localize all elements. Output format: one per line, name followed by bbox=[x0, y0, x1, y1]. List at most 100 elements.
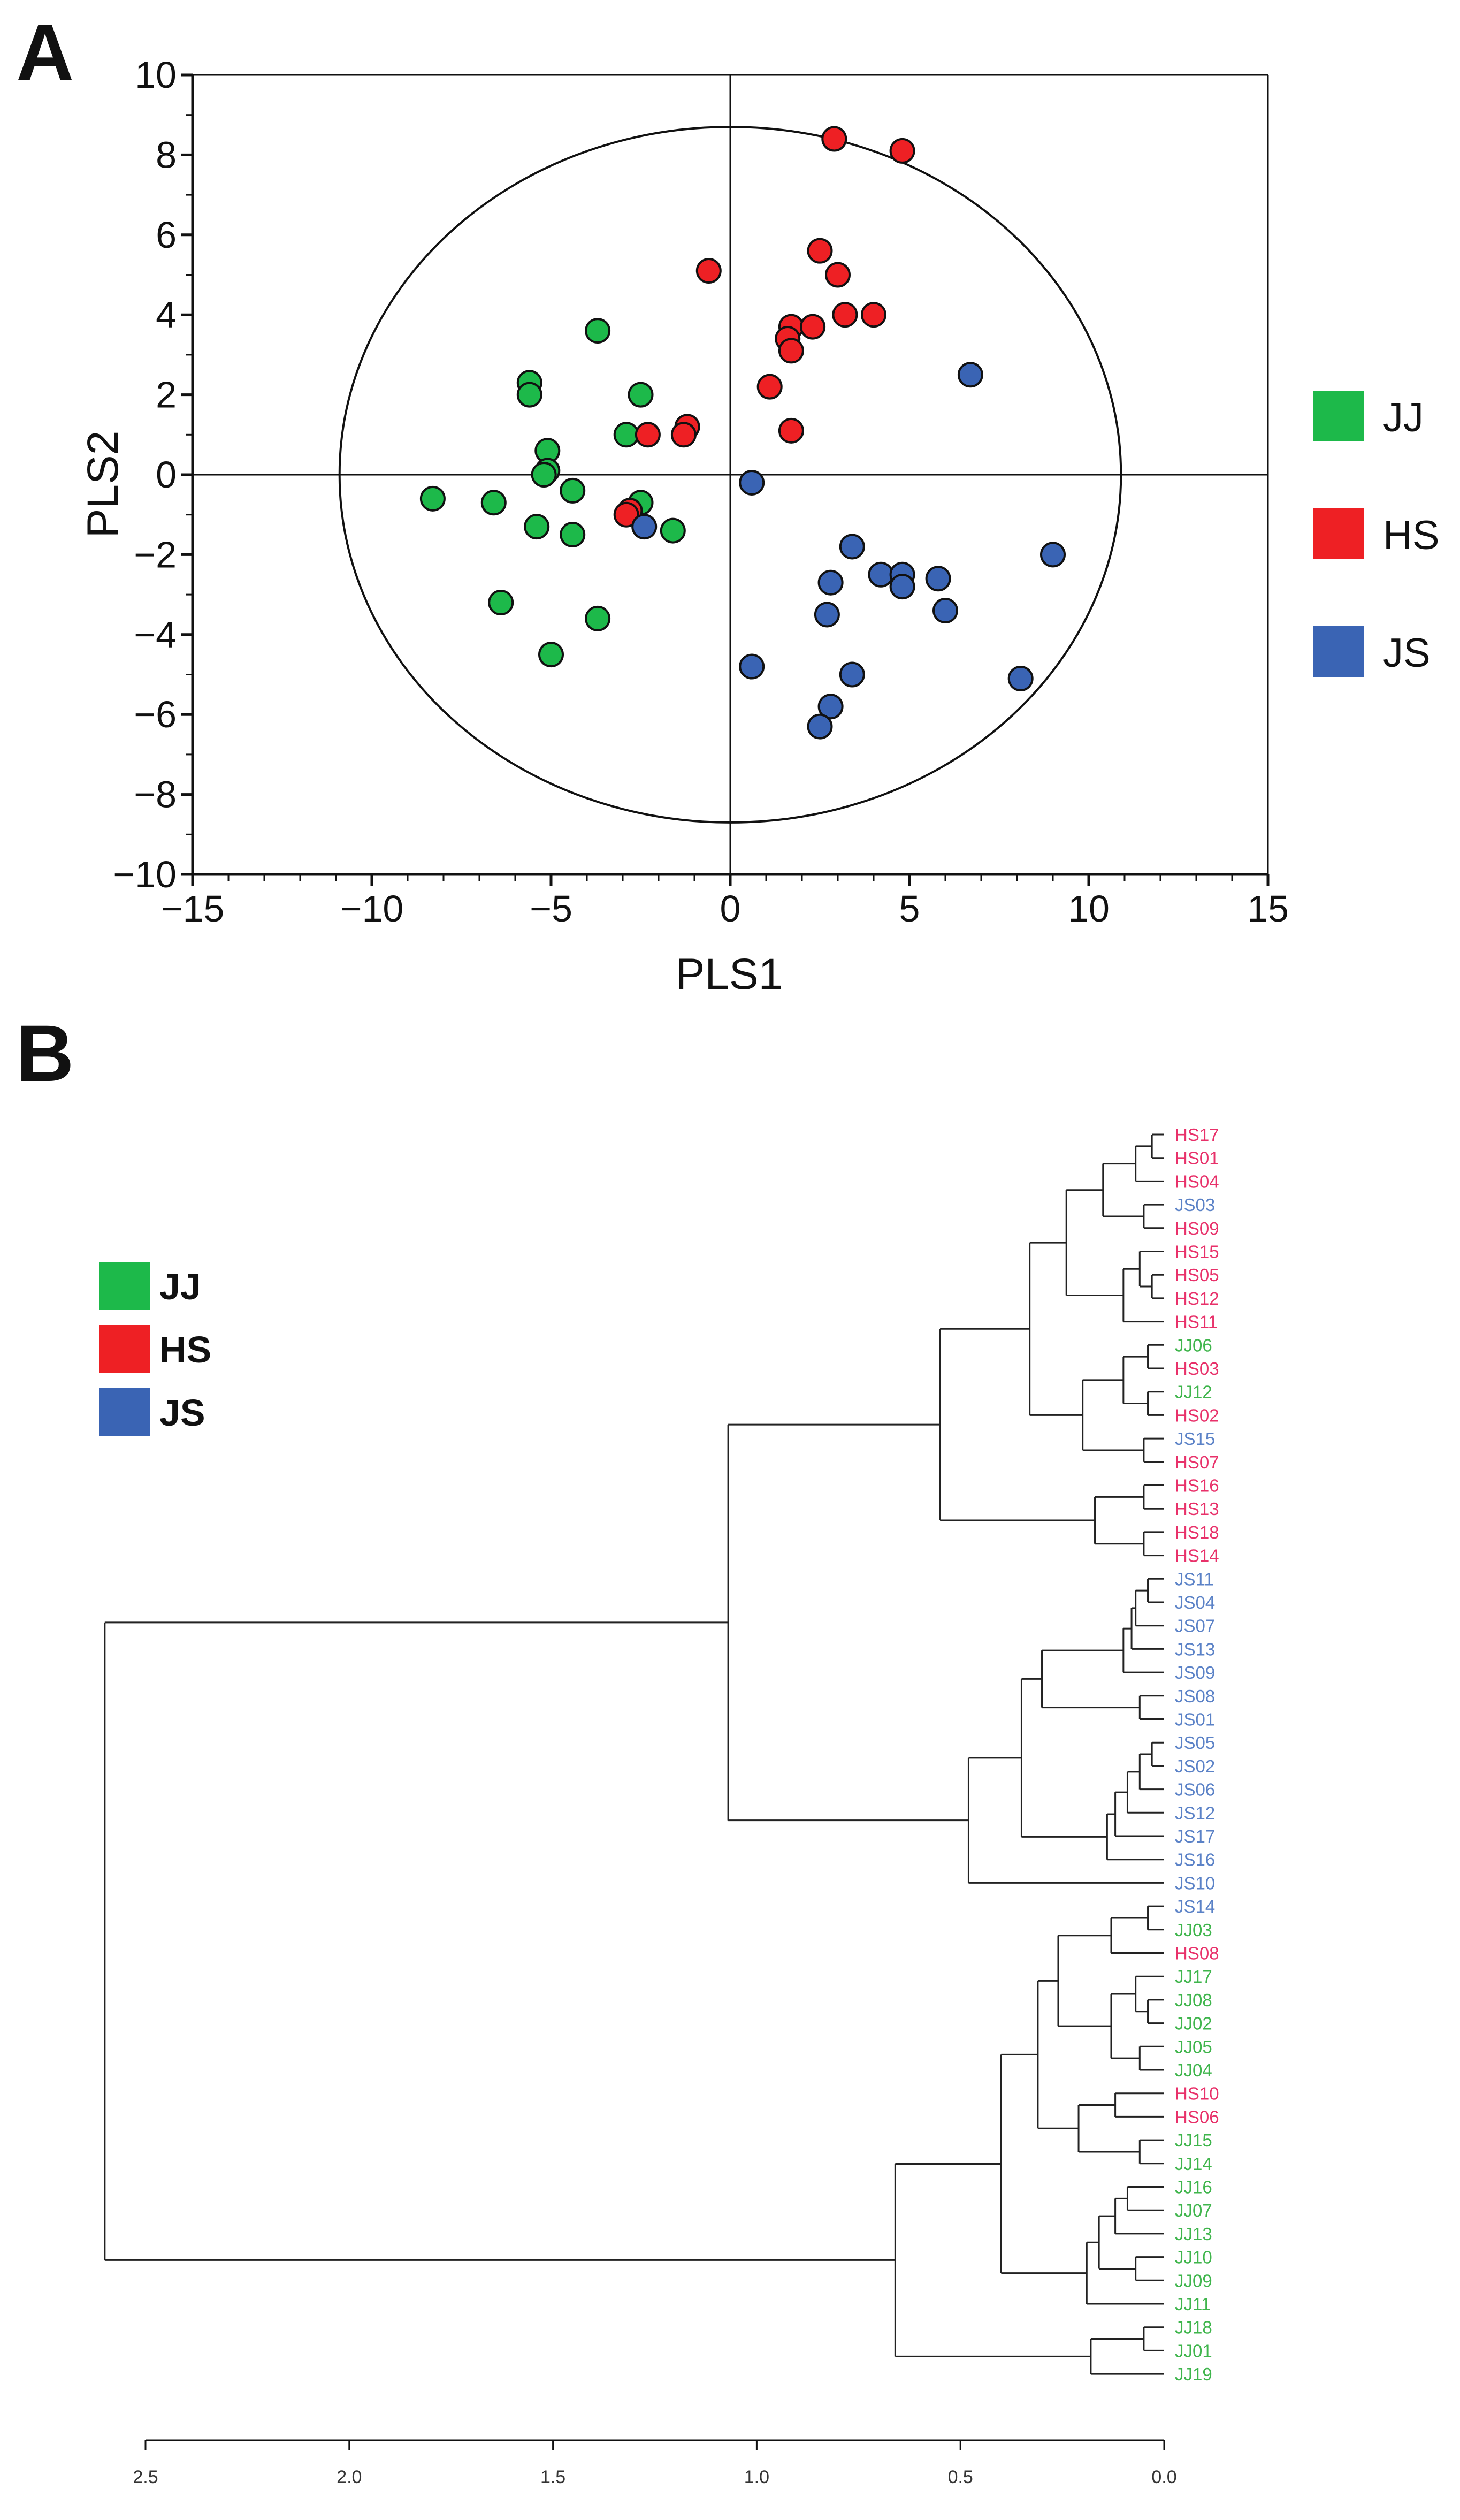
leaf-label: JS03 bbox=[1175, 1195, 1215, 1215]
leaf-label: JS11 bbox=[1175, 1569, 1214, 1589]
scatter-point-jj bbox=[524, 514, 550, 540]
leaf-label: HS08 bbox=[1175, 1944, 1219, 1963]
leaf-label: HS15 bbox=[1175, 1242, 1219, 1262]
scatter-point-js bbox=[932, 597, 958, 623]
leaf-label: HS13 bbox=[1175, 1499, 1219, 1519]
legend-label-js: JS bbox=[1383, 630, 1431, 676]
dendrogram-tick-label: 2.0 bbox=[337, 2467, 362, 2487]
scatter-point-jj bbox=[560, 477, 586, 504]
y-axis-label: PLS2 bbox=[79, 431, 127, 538]
leaf-label: HS06 bbox=[1175, 2107, 1219, 2127]
legend-label-hs: HS bbox=[159, 1329, 211, 1371]
scatter-point-hs bbox=[778, 417, 804, 444]
leaf-label: HS18 bbox=[1175, 1522, 1219, 1542]
dendrogram-tick-label: 1.0 bbox=[744, 2467, 769, 2487]
dendrogram-tick-label: 1.5 bbox=[540, 2467, 565, 2487]
scatter-point-jj bbox=[531, 462, 557, 488]
scatter-point-hs bbox=[832, 302, 858, 328]
y-tick-label: 8 bbox=[156, 134, 177, 176]
scatter-point-hs bbox=[861, 302, 886, 328]
scatter-point-hs bbox=[635, 422, 661, 448]
x-tick-label: −10 bbox=[340, 888, 404, 930]
leaf-label: HS02 bbox=[1175, 1405, 1219, 1425]
leaf-label: JJ15 bbox=[1175, 2130, 1212, 2150]
leaf-label: JJ01 bbox=[1175, 2341, 1212, 2361]
scatter-point-js bbox=[739, 469, 765, 496]
leaf-label: JS04 bbox=[1175, 1593, 1215, 1612]
legend-label-jj: JJ bbox=[159, 1266, 201, 1307]
leaf-label: HS09 bbox=[1175, 1219, 1219, 1238]
leaf-label: JJ06 bbox=[1175, 1335, 1212, 1355]
scatter-point-hs bbox=[670, 422, 697, 448]
scatter-point-js bbox=[1007, 665, 1034, 691]
scatter-point-jj bbox=[628, 382, 654, 408]
scatter-point-jj bbox=[419, 485, 446, 512]
scatter-point-js bbox=[889, 574, 915, 600]
scatter-point-hs bbox=[800, 314, 826, 340]
scatter-point-js bbox=[1040, 542, 1066, 568]
leaf-label: JJ04 bbox=[1175, 2060, 1212, 2080]
scatter-point-js bbox=[868, 561, 894, 588]
leaf-label: JJ13 bbox=[1175, 2224, 1212, 2244]
scatter-point-js bbox=[817, 569, 844, 596]
scatter-point-hs bbox=[613, 501, 639, 528]
leaf-label: HS05 bbox=[1175, 1265, 1219, 1285]
leaf-label: JJ14 bbox=[1175, 2154, 1212, 2174]
dendrogram-tick-label: 2.5 bbox=[133, 2467, 158, 2487]
leaf-label: HS11 bbox=[1175, 1312, 1218, 1332]
scatter-point-js bbox=[814, 602, 840, 628]
scatter-point-js bbox=[817, 694, 844, 720]
legend-swatch-hs bbox=[1313, 508, 1364, 559]
dendrogram: B JJ HS JS HS17 HS01 HS04 JS03 HS09 HS15 HS05 HS1… bbox=[16, 1008, 1219, 2487]
leaf-label: HS12 bbox=[1175, 1289, 1219, 1308]
leaf-label: JJ17 bbox=[1175, 1967, 1212, 1986]
scatter-point-hs bbox=[695, 258, 722, 284]
leaf-label: JS12 bbox=[1175, 1803, 1215, 1823]
leaf-label: HS01 bbox=[1175, 1148, 1219, 1168]
leaf-label: JS06 bbox=[1175, 1780, 1215, 1800]
leaf-label: JS15 bbox=[1175, 1429, 1215, 1449]
leaf-label: JJ07 bbox=[1175, 2201, 1212, 2220]
scatter-point-jj bbox=[660, 517, 686, 544]
x-tick-label: 10 bbox=[1068, 888, 1110, 930]
leaf-label: JS08 bbox=[1175, 1686, 1215, 1706]
leaf-label: JJ19 bbox=[1175, 2364, 1212, 2384]
scatter-point-js bbox=[807, 713, 833, 740]
legend-swatch-jj bbox=[99, 1262, 150, 1310]
leaf-label: JS17 bbox=[1175, 1826, 1215, 1846]
x-tick-label: −15 bbox=[161, 888, 225, 930]
legend-label-jj: JJ bbox=[1383, 395, 1424, 440]
scatter-point-jj bbox=[585, 318, 611, 344]
leaf-label: HS16 bbox=[1175, 1476, 1219, 1496]
x-tick-label: −5 bbox=[530, 888, 572, 930]
scatter-point-jj bbox=[613, 422, 639, 448]
scatter-point-js bbox=[631, 514, 658, 540]
leaf-label: HS10 bbox=[1175, 2084, 1219, 2104]
leaf-label: JS09 bbox=[1175, 1663, 1215, 1682]
leaf-label: JS02 bbox=[1175, 1756, 1215, 1776]
hotelling-ellipse bbox=[338, 126, 1122, 824]
leaf-label: JJ03 bbox=[1175, 1920, 1212, 1940]
leaf-label: HS04 bbox=[1175, 1171, 1219, 1191]
dendrogram-tick-label: 0.0 bbox=[1151, 2467, 1176, 2487]
scatter-point-hs bbox=[756, 374, 783, 400]
leaf-label: JS05 bbox=[1175, 1733, 1215, 1753]
scatter-point-jj bbox=[585, 605, 611, 631]
leaf-label: HS07 bbox=[1175, 1452, 1219, 1472]
y-tick-label: −6 bbox=[134, 694, 177, 735]
scatter-point-hs bbox=[825, 262, 851, 288]
legend-swatch-jj bbox=[1313, 391, 1364, 441]
scatter-point-hs bbox=[889, 138, 915, 164]
scatter-point-jj bbox=[538, 642, 564, 668]
leaf-label: JJ02 bbox=[1175, 2014, 1212, 2034]
y-tick-label: −2 bbox=[134, 534, 177, 575]
leaf-label: HS03 bbox=[1175, 1359, 1219, 1379]
leaf-label: JS01 bbox=[1175, 1710, 1215, 1730]
scatter-point-js bbox=[925, 566, 951, 592]
legend-swatch-js bbox=[1313, 626, 1364, 677]
scatter-point-js bbox=[739, 653, 765, 680]
panel-a-letter: A bbox=[16, 7, 74, 97]
leaf-label: JJ18 bbox=[1175, 2318, 1212, 2338]
